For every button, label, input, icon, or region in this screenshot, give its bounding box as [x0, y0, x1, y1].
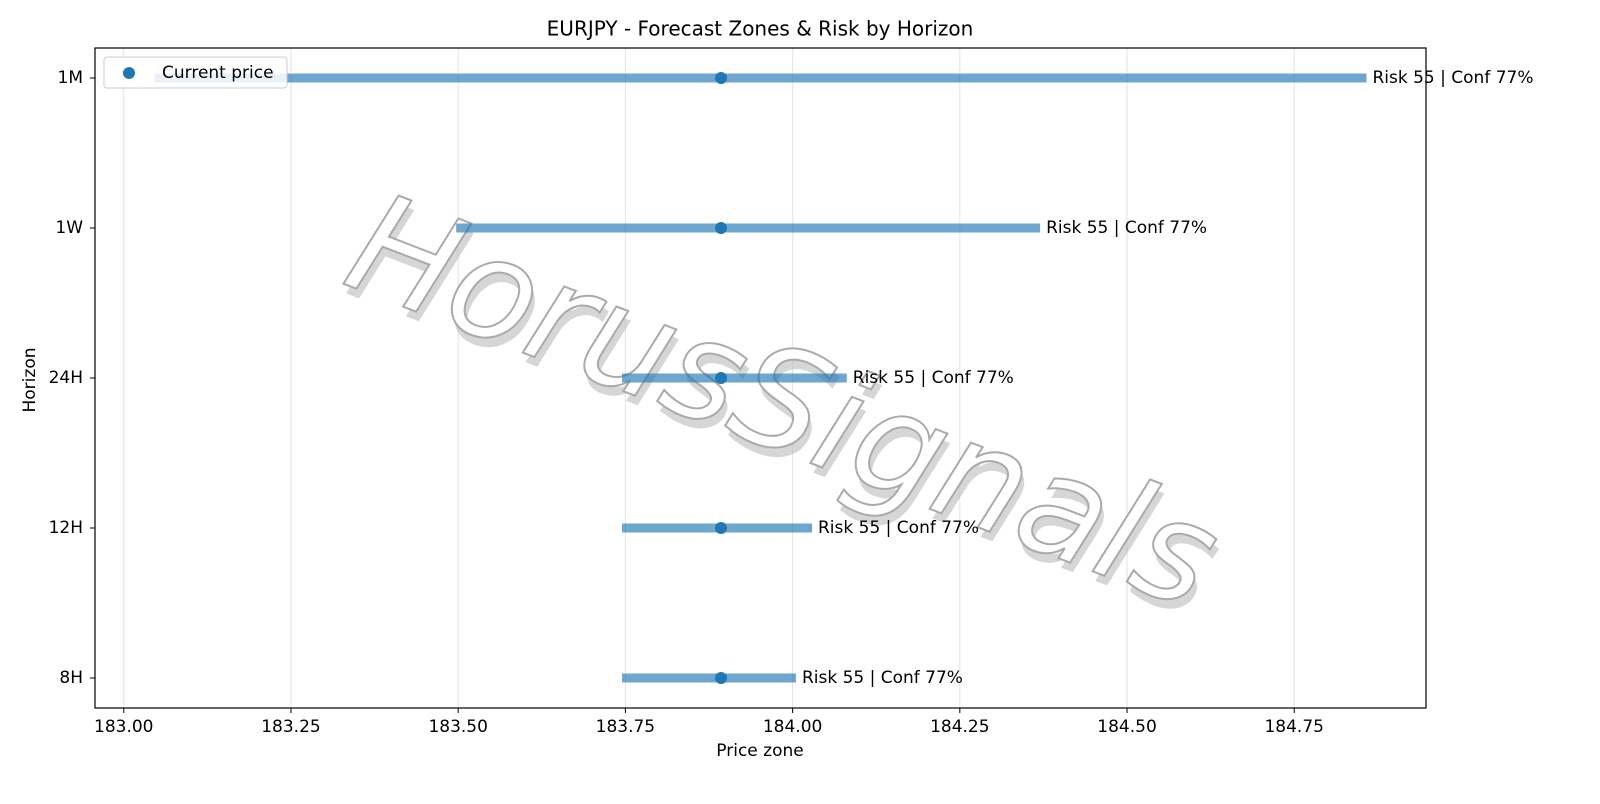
- zone-annotation: Risk 55 | Conf 77%: [1372, 68, 1533, 88]
- y-axis-label: Horizon: [20, 348, 40, 413]
- x-tick-label: 184.50: [1097, 717, 1156, 737]
- current-price-dot: [715, 72, 728, 84]
- x-tick-label: 183.25: [261, 717, 320, 737]
- current-price-dot: [715, 372, 728, 384]
- x-tick-label: 184.00: [763, 717, 822, 737]
- marks: Risk 55 | Conf 77% Risk 55 | Conf 77% Risk…: [154, 68, 1534, 688]
- y-tick-label: 1M: [58, 68, 83, 88]
- grid: [123, 48, 1295, 708]
- x-tick-label: 183.50: [428, 717, 487, 737]
- current-price-dot: [715, 522, 728, 534]
- x-tick-label: 183.00: [94, 717, 153, 737]
- x-tick-label: 184.75: [1264, 717, 1323, 737]
- y-tick-label: 8H: [59, 668, 83, 688]
- legend: Current price: [103, 56, 288, 89]
- legend-box: [103, 56, 288, 89]
- current-price-dot: [715, 222, 728, 234]
- zone-annotation: Risk 55 | Conf 77%: [818, 518, 979, 538]
- current-price-dot: [715, 672, 728, 684]
- zone-annotation: Risk 55 | Conf 77%: [802, 668, 963, 688]
- y-tick-label: 1W: [55, 218, 83, 238]
- x-tick-label: 184.25: [930, 717, 989, 737]
- zone-annotation: Risk 55 | Conf 77%: [853, 368, 1014, 388]
- chart-title: EURJPY - Forecast Zones & Risk by Horizo…: [547, 17, 974, 41]
- legend-marker: [123, 67, 135, 79]
- y-tick-label: 12H: [49, 518, 83, 538]
- legend-label: Current price: [162, 63, 274, 83]
- x-tick-label: 183.75: [596, 717, 655, 737]
- zone-annotation: Risk 55 | Conf 77%: [1046, 218, 1207, 238]
- x-axis-label: Price zone: [716, 741, 803, 761]
- y-tick-label: 24H: [49, 368, 83, 388]
